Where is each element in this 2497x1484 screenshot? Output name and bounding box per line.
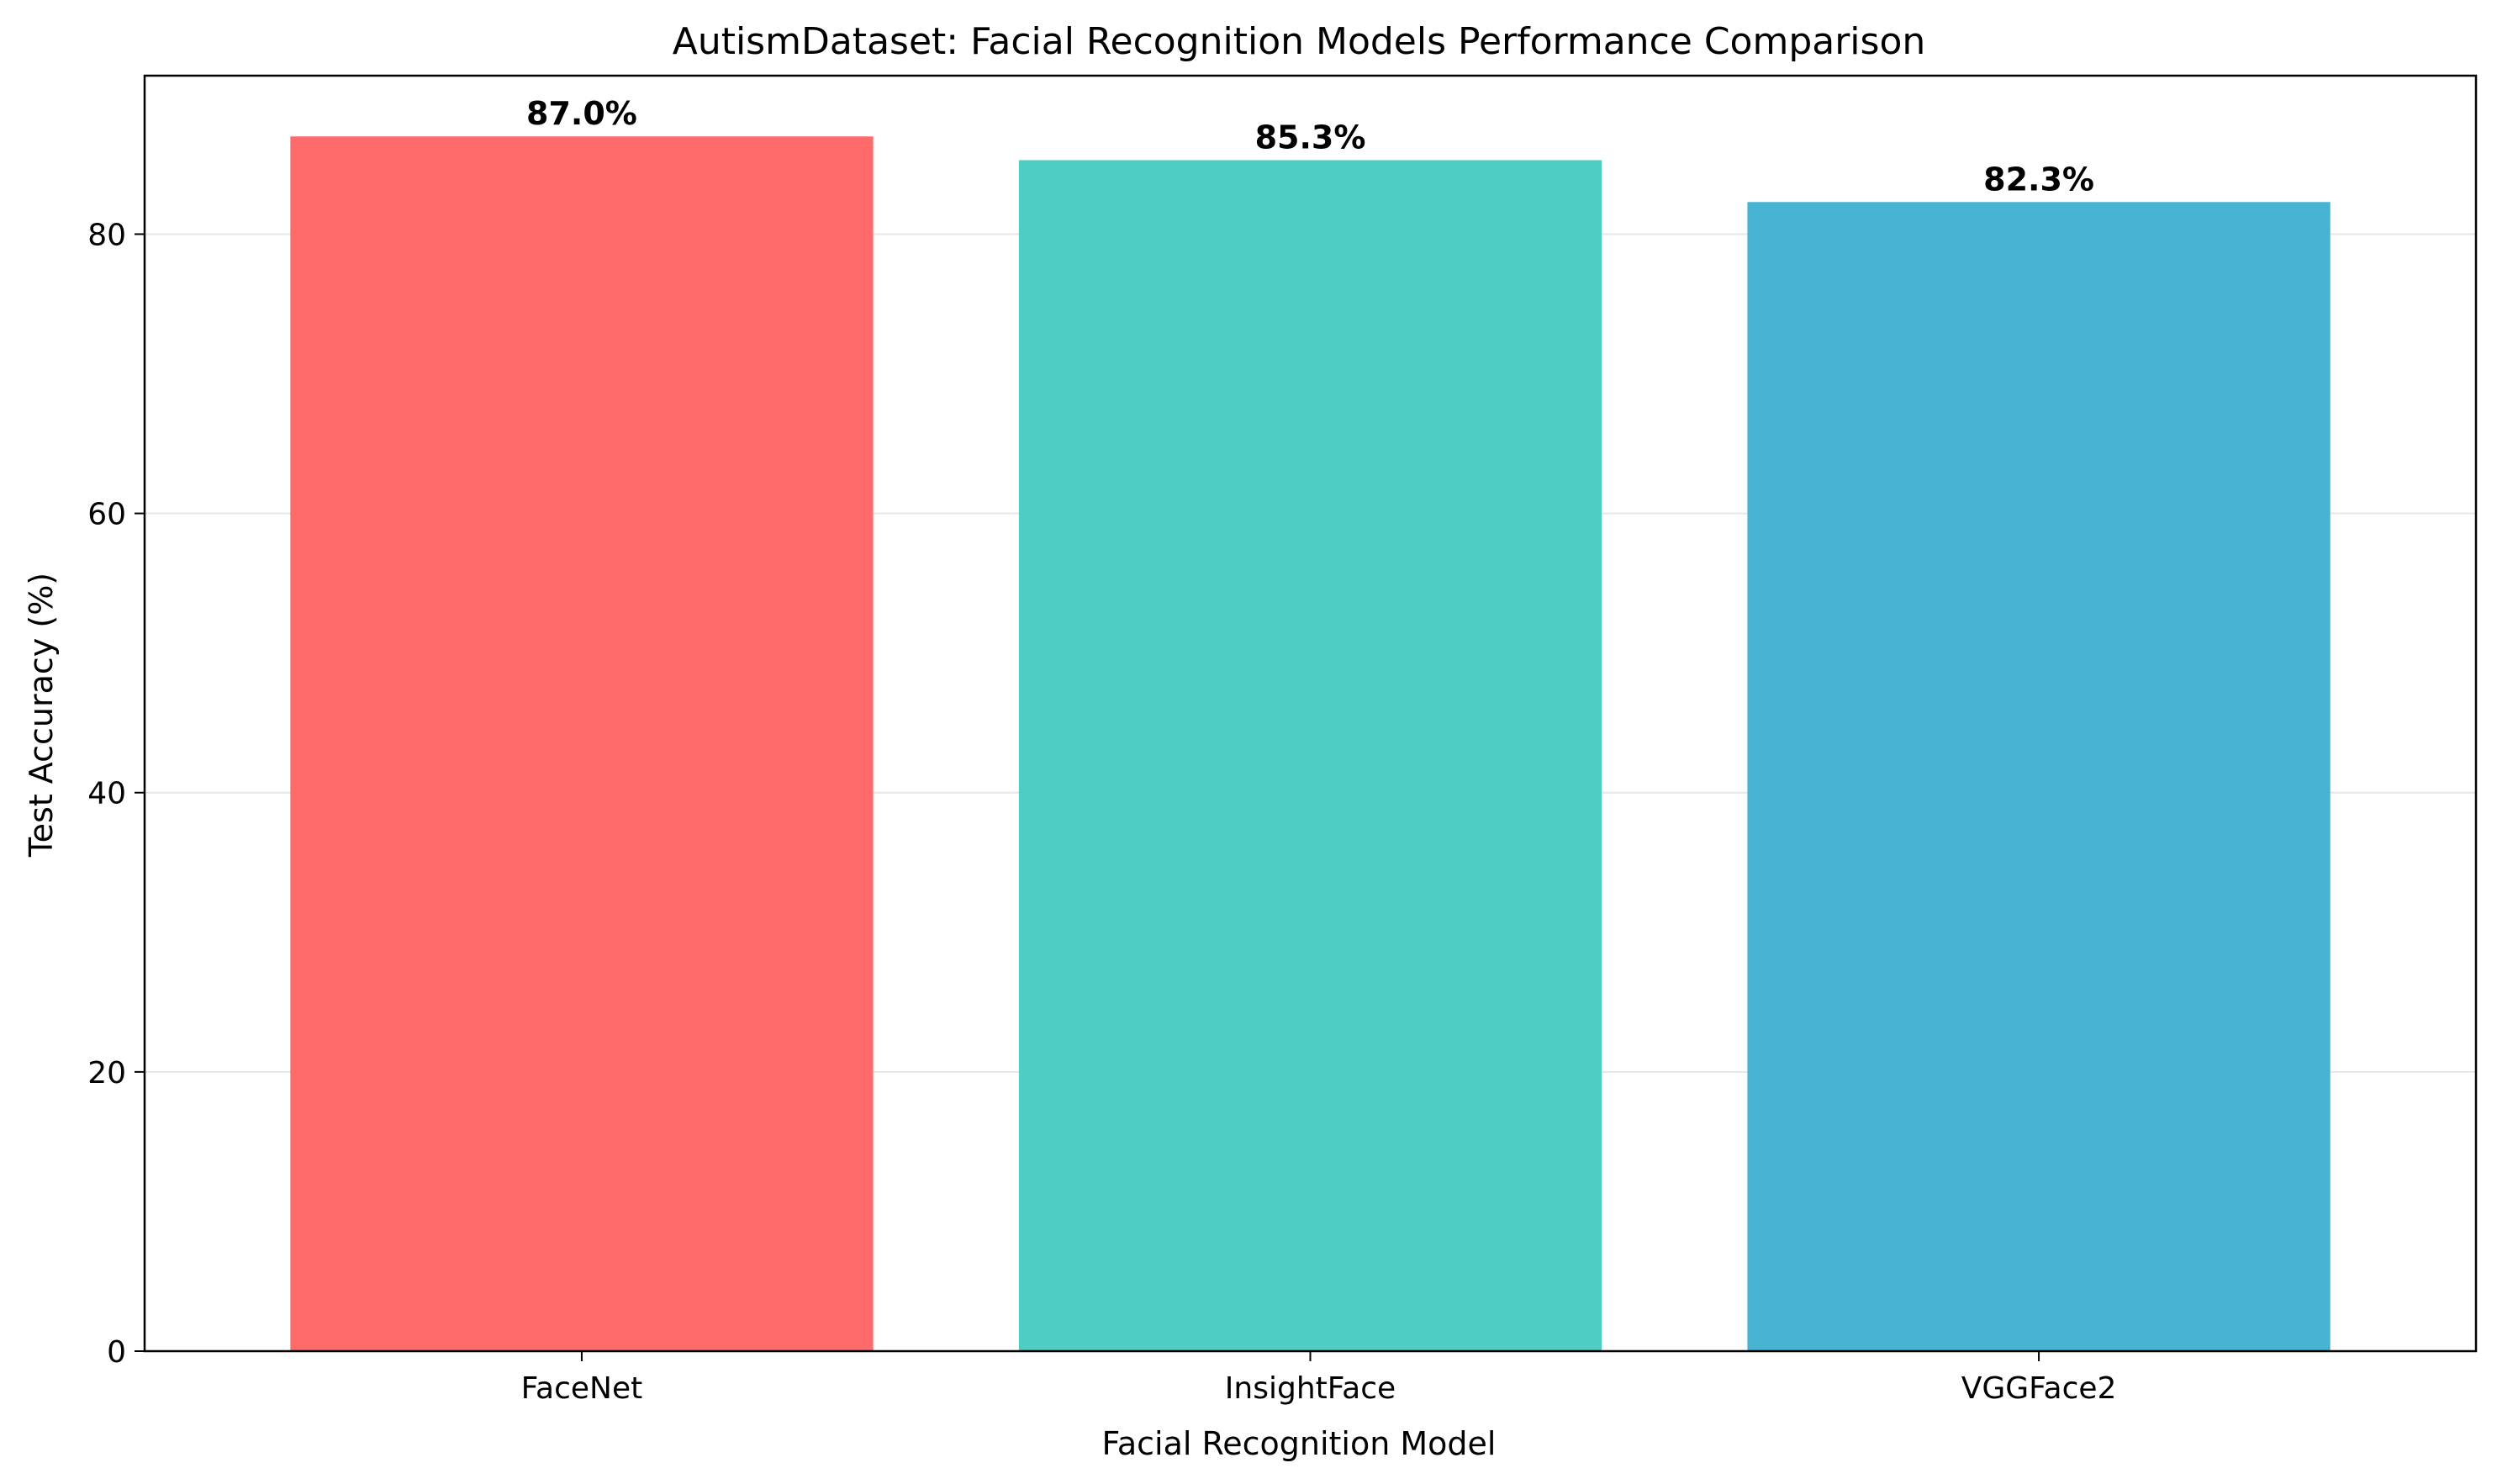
x-tick-label-insightface: InsightFace: [1225, 1371, 1396, 1406]
bars: [290, 136, 2331, 1352]
y-axis-ticks: 0 20 40 60 80: [87, 218, 145, 1370]
value-label-insightface: 85.3%: [1255, 119, 1366, 156]
y-tick-label-40: 40: [87, 777, 126, 811]
x-tick-label-facenet: FaceNet: [521, 1371, 643, 1406]
value-label-vggface2: 82.3%: [1983, 161, 2094, 198]
value-labels: 87.0% 85.3% 82.3%: [526, 95, 2094, 198]
y-tick-label-0: 0: [107, 1335, 126, 1370]
bar-facenet: [290, 136, 874, 1352]
bar-insightface: [1018, 160, 1602, 1351]
chart-title: AutismDataset: Facial Recognition Models…: [673, 20, 1926, 63]
y-axis-label: Test Accuracy (%): [23, 573, 60, 858]
x-tick-label-vggface2: VGGFace2: [1961, 1371, 2117, 1406]
x-axis-label: Facial Recognition Model: [1102, 1425, 1497, 1462]
y-tick-label-20: 20: [87, 1056, 126, 1091]
y-tick-label-60: 60: [87, 498, 126, 532]
x-axis-ticks: FaceNet InsightFace VGGFace2: [521, 1351, 2117, 1406]
y-tick-label-80: 80: [87, 218, 126, 252]
bar-vggface2: [1747, 202, 2331, 1351]
value-label-facenet: 87.0%: [526, 95, 637, 132]
